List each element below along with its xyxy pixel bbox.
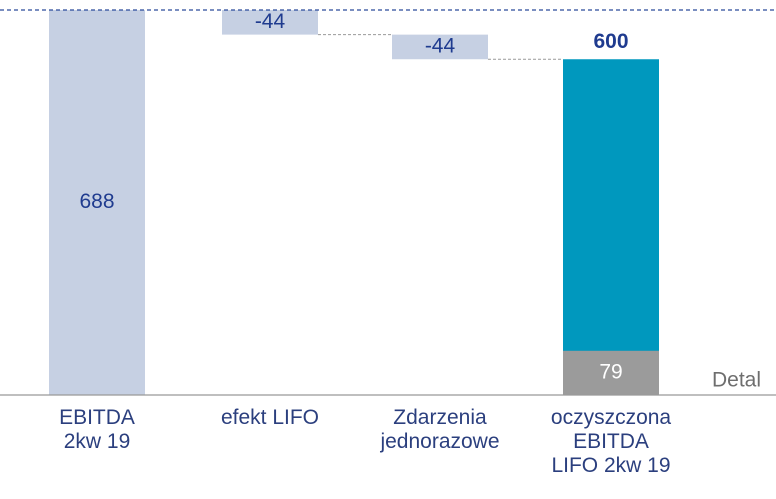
bar	[49, 10, 145, 395]
x-tick-line: jednorazowe	[379, 430, 499, 453]
x-tick-line: EBITDA	[573, 430, 649, 453]
x-tick-line: Zdarzenia	[393, 406, 487, 429]
detal-name: Detal	[712, 369, 761, 392]
x-tick-label: EBITDA 2kw 19	[59, 406, 135, 453]
x-tick-line: LIFO 2kw 19	[551, 454, 670, 477]
value-label: -44	[425, 34, 456, 57]
x-tick-line: oczyszczona	[551, 406, 672, 429]
x-tick-label: efekt LIFO	[221, 406, 319, 429]
x-tick-line: EBITDA	[59, 406, 135, 429]
bar	[392, 34, 488, 60]
x-tick-line: efekt LIFO	[221, 406, 319, 429]
detal-bar	[563, 350, 659, 395]
x-tick-line: 2kw 19	[64, 430, 131, 453]
value-label: -44	[255, 10, 286, 33]
detal-value: 79	[599, 360, 622, 383]
bar	[222, 10, 318, 35]
x-tick-label: oczyszczona EBITDA LIFO 2kw 19	[551, 406, 672, 477]
bar	[563, 59, 659, 395]
x-tick-label: Zdarzenia jednorazowe	[379, 406, 499, 453]
value-label: 688	[79, 190, 114, 213]
value-label: 600	[593, 30, 628, 53]
